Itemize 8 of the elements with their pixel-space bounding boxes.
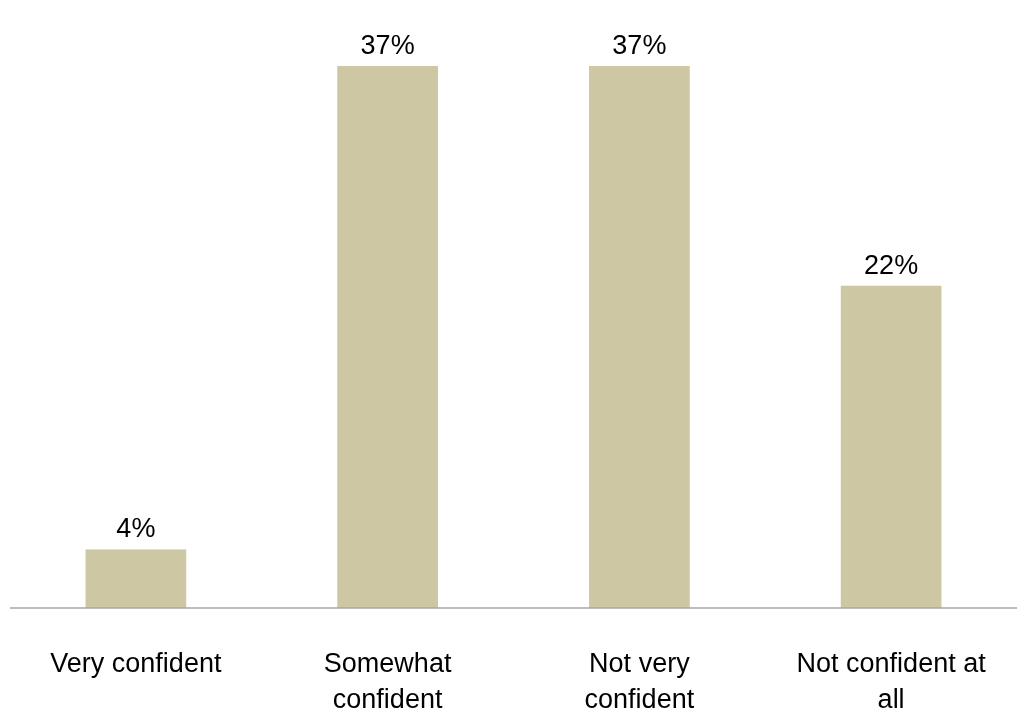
data-label: 37% (612, 30, 667, 60)
x-tick-label: Not very confident (584, 648, 695, 714)
x-tick-label: Not confident at all (796, 648, 987, 714)
data-label: 22% (864, 249, 919, 280)
data-label: 4% (116, 513, 156, 544)
x-tick-label: Very confident (50, 648, 222, 678)
data-label: 37% (360, 30, 415, 60)
x-tick-label: Somewhat confident (323, 648, 452, 714)
